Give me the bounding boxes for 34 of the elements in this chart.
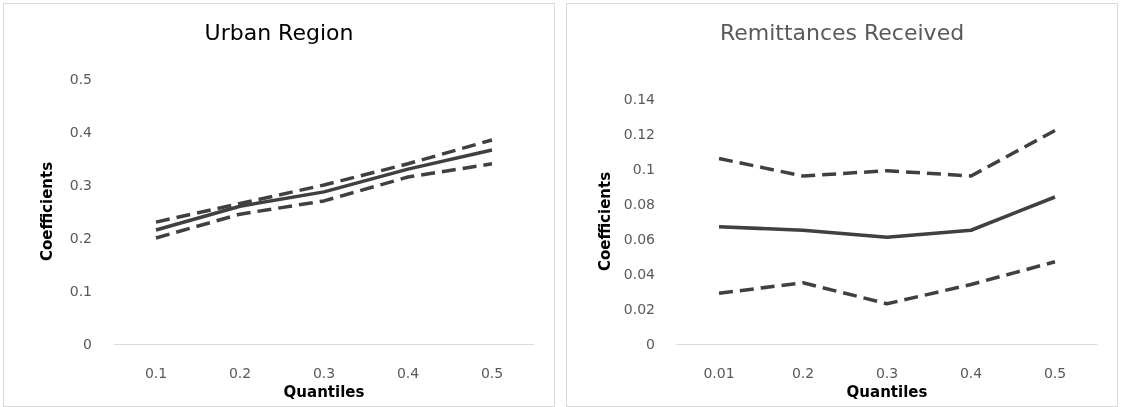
y-tick-label: 0.14: [623, 91, 656, 107]
y-tick-label: 0.5: [69, 71, 92, 87]
x-axis-title: Quantiles: [846, 383, 928, 402]
x-tick-label: 0.3: [312, 365, 336, 381]
y-tick-label: 0.04: [623, 266, 656, 282]
x-tick-label: 0.2: [791, 365, 815, 381]
line-series: [717, 260, 1057, 306]
y-axis-title: Coefficients: [37, 161, 56, 262]
y-tick-label: 0.3: [69, 177, 92, 193]
y-tick-label: 0.1: [632, 161, 655, 177]
x-tick-label: 0.3: [875, 365, 899, 381]
y-tick-label: 0.1: [69, 283, 92, 299]
x-tick-label: 0.4: [959, 365, 983, 381]
y-tick-label: 0.2: [69, 230, 92, 246]
chart-title: Remittances Received: [719, 19, 965, 45]
y-tick-label: 0.06: [623, 231, 656, 247]
y-tick-label: 0: [646, 336, 655, 352]
y-tick-label: 0.08: [623, 196, 655, 212]
line-series: [717, 195, 1057, 239]
y-tick-label: 0.12: [623, 126, 655, 142]
x-tick-label: 0.01: [703, 365, 735, 381]
x-tick-label: 0.4: [396, 365, 420, 381]
y-axis-title: Coefficients: [596, 171, 615, 272]
y-tick-label: 0.4: [69, 124, 93, 140]
y-tick-label: 0.02: [623, 301, 655, 317]
line-series: [154, 162, 494, 240]
x-axis-title: Quantiles: [283, 383, 365, 402]
line-series: [717, 128, 1057, 178]
x-tick-label: 0.5: [1043, 365, 1067, 381]
x-tick-label: 0.2: [228, 365, 252, 381]
x-tick-label: 0.1: [144, 365, 168, 381]
x-tick-label: 0.5: [480, 365, 504, 381]
chart-title: Urban Region: [204, 19, 354, 45]
y-tick-label: 0: [83, 336, 92, 352]
